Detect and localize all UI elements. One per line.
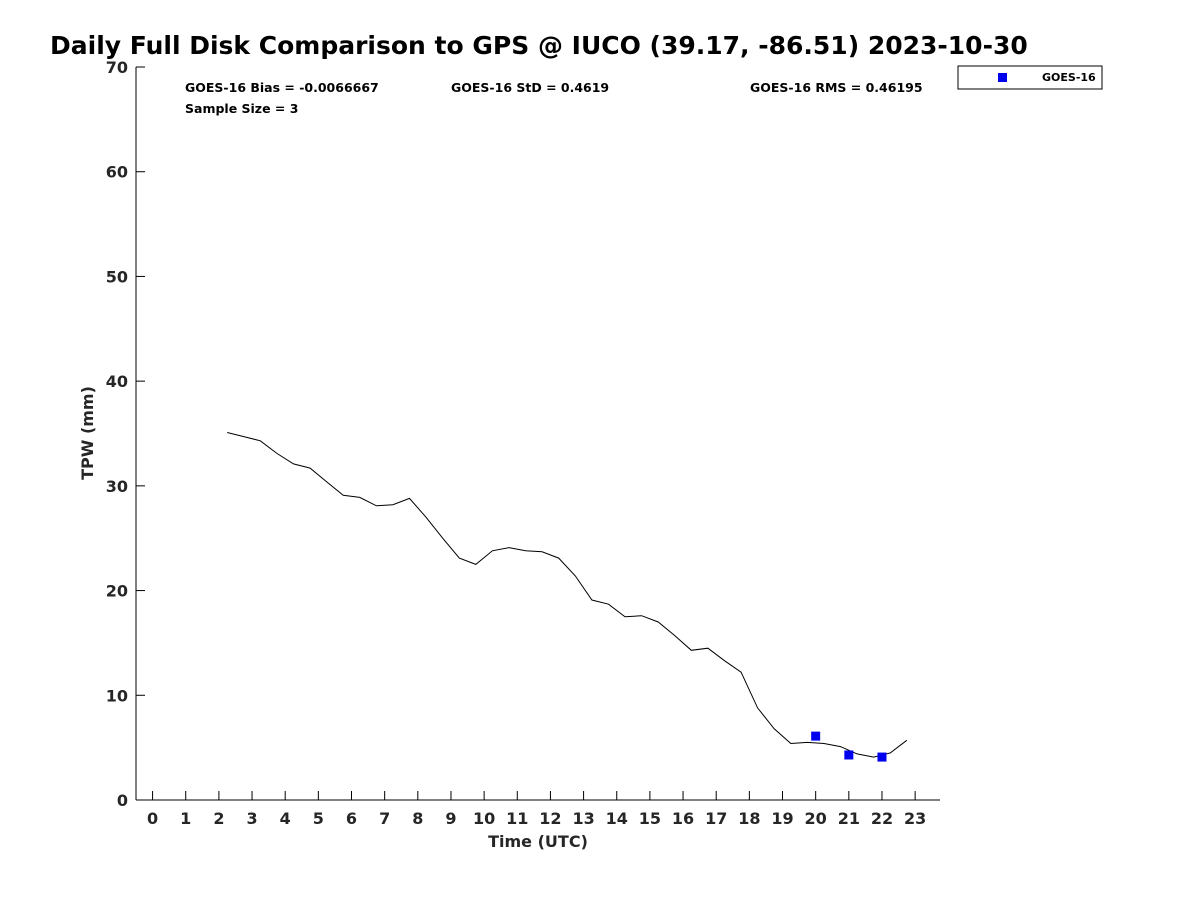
y-axis-label: TPW (mm) [78,386,97,480]
plot-area [227,432,908,762]
x-tick-label: 6 [346,809,357,828]
rms-stat: GOES-16 RMS = 0.46195 [750,80,923,95]
goes16-point [877,752,887,762]
y-tick-label: 10 [106,686,128,705]
x-tick-label: 18 [738,809,760,828]
y-tick-label: 70 [106,58,128,77]
legend: GOES-16 [957,65,1103,90]
y-tick-label: 30 [106,477,128,496]
x-tick-label: 10 [473,809,495,828]
x-tick-label: 3 [246,809,257,828]
x-tick-label: 5 [313,809,324,828]
legend-box [957,65,1103,90]
y-ticks: 0 10 20 30 40 50 60 70 [106,58,145,810]
x-tick-label: 17 [705,809,727,828]
x-tick-label: 19 [771,809,793,828]
x-tick-label: 13 [572,809,594,828]
x-tick-label: 11 [506,809,528,828]
x-tick-label: 16 [672,809,694,828]
x-tick-label: 0 [147,809,158,828]
x-tick-label: 7 [379,809,390,828]
x-tick-label: 1 [180,809,191,828]
x-tick-label: 21 [838,809,860,828]
y-tick-label: 50 [106,267,128,286]
bias-stat: GOES-16 Bias = -0.0066667 [185,80,379,95]
x-tick-label: 2 [213,809,224,828]
std-stat: GOES-16 StD = 0.4619 [451,80,609,95]
x-axis-label: Time (UTC) [488,832,588,851]
sample-size-stat: Sample Size = 3 [185,101,298,116]
x-ticks: 0 1 2 3 4 5 6 7 8 9 10 11 12 13 14 15 16 17 18 19 20 21 22 23 [147,791,926,828]
x-tick-label: 4 [280,809,291,828]
goes16-point [844,750,854,760]
x-tick-label: 8 [412,809,423,828]
axes [135,67,940,801]
chart-title: Daily Full Disk Comparison to GPS @ IUCO… [50,31,1028,60]
x-tick-label: 12 [539,809,561,828]
y-tick-label: 60 [106,163,128,182]
x-tick-label: 14 [606,809,628,828]
stats-annotations: GOES-16 Bias = -0.0066667 GOES-16 StD = … [185,80,923,116]
x-tick-label: 22 [871,809,893,828]
y-tick-label: 40 [106,372,128,391]
legend-marker-goes16 [998,73,1007,82]
y-tick-label: 20 [106,582,128,601]
legend-label-goes16: GOES-16 [1042,71,1096,84]
x-tick-label: 23 [904,809,926,828]
x-tick-label: 20 [805,809,827,828]
x-tick-label: 9 [445,809,456,828]
goes16-point [811,731,821,741]
x-tick-label: 15 [639,809,661,828]
gps-tpw-line [227,432,908,758]
y-tick-label: 0 [117,791,128,810]
